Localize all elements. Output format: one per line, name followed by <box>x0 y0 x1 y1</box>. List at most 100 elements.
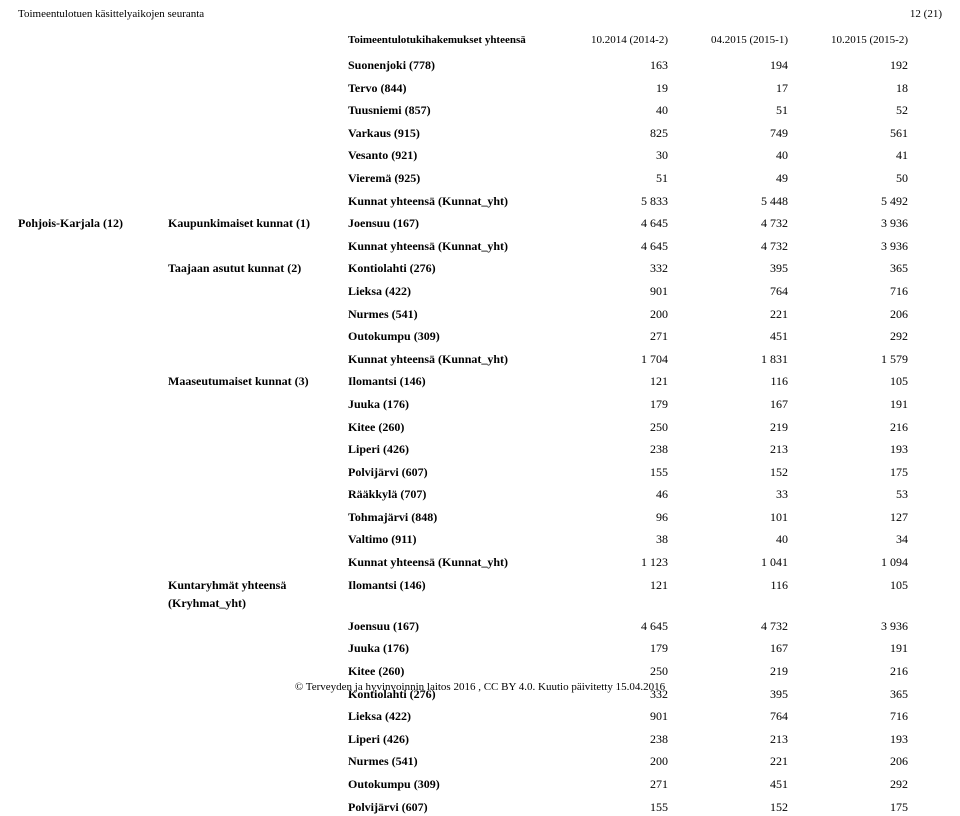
row-group <box>18 553 168 572</box>
table-row: Joensuu (167)4 6454 7323 936 <box>18 617 942 636</box>
row-value: 206 <box>788 752 908 771</box>
row-label: Ilomantsi (146) <box>348 372 548 391</box>
row-value: 219 <box>668 662 788 681</box>
row-group <box>18 730 168 749</box>
row-value: 365 <box>788 259 908 278</box>
row-value: 41 <box>788 146 908 165</box>
row-value: 1 123 <box>548 553 668 572</box>
row-value: 191 <box>788 395 908 414</box>
page-footer: © Terveyden ja hyvinvoinnin laitos 2016 … <box>0 681 960 693</box>
row-value: 395 <box>668 259 788 278</box>
row-value: 216 <box>788 662 908 681</box>
row-value: 175 <box>788 798 908 816</box>
row-label: Outokumpu (309) <box>348 775 548 794</box>
row-subgroup <box>168 463 348 482</box>
row-value: 18 <box>788 79 908 98</box>
row-value: 561 <box>788 124 908 143</box>
row-subgroup: Kaupunkimaiset kunnat (1) <box>168 214 348 233</box>
row-value: 96 <box>548 508 668 527</box>
row-value: 193 <box>788 440 908 459</box>
row-group <box>18 508 168 527</box>
row-value: 451 <box>668 775 788 794</box>
column-header-2: 04.2015 (2015-1) <box>668 34 788 46</box>
row-group <box>18 617 168 636</box>
table-row: Kuntaryhmät yhteensä (Kryhmat_yht)Iloman… <box>18 576 942 613</box>
row-label: Juuka (176) <box>348 395 548 414</box>
row-subgroup: Taajaan asutut kunnat (2) <box>168 259 348 278</box>
row-label: Tuusniemi (857) <box>348 101 548 120</box>
row-subgroup <box>168 124 348 143</box>
table-row: Kunnat yhteensä (Kunnat_yht)1 1231 0411 … <box>18 553 942 572</box>
row-value: 764 <box>668 282 788 301</box>
row-group <box>18 707 168 726</box>
row-label: Kitee (260) <box>348 662 548 681</box>
row-value: 3 936 <box>788 214 908 233</box>
row-value: 116 <box>668 576 788 613</box>
row-value: 193 <box>788 730 908 749</box>
row-label: Juuka (176) <box>348 639 548 658</box>
row-value: 51 <box>668 101 788 120</box>
row-group <box>18 440 168 459</box>
row-value: 192 <box>788 56 908 75</box>
row-group <box>18 576 168 613</box>
row-value: 292 <box>788 327 908 346</box>
row-group <box>18 259 168 278</box>
table-row: Kitee (260)250219216 <box>18 662 942 681</box>
row-value: 175 <box>788 463 908 482</box>
row-value: 216 <box>788 418 908 437</box>
row-value: 901 <box>548 707 668 726</box>
row-group <box>18 418 168 437</box>
row-value: 19 <box>548 79 668 98</box>
row-subgroup <box>168 798 348 816</box>
row-value: 1 579 <box>788 350 908 369</box>
row-group <box>18 327 168 346</box>
row-label: Rääkkylä (707) <box>348 485 548 504</box>
row-value: 40 <box>548 101 668 120</box>
row-subgroup: Kuntaryhmät yhteensä (Kryhmat_yht) <box>168 576 348 613</box>
table-row: Vieremä (925)514950 <box>18 169 942 188</box>
row-group <box>18 282 168 301</box>
row-subgroup <box>168 350 348 369</box>
row-value: 1 704 <box>548 350 668 369</box>
row-label: Liperi (426) <box>348 730 548 749</box>
row-value: 163 <box>548 56 668 75</box>
row-value: 105 <box>788 576 908 613</box>
row-subgroup <box>168 305 348 324</box>
row-group <box>18 79 168 98</box>
row-subgroup <box>168 56 348 75</box>
row-value: 4 645 <box>548 617 668 636</box>
row-value: 152 <box>668 798 788 816</box>
table-row: Tohmajärvi (848)96101127 <box>18 508 942 527</box>
table-body: Suonenjoki (778)163194192Tervo (844)1917… <box>18 56 942 816</box>
row-subgroup <box>168 79 348 98</box>
row-value: 101 <box>668 508 788 527</box>
row-label: Liperi (426) <box>348 440 548 459</box>
row-value: 4 732 <box>668 214 788 233</box>
table-row: Kunnat yhteensä (Kunnat_yht)1 7041 8311 … <box>18 350 942 369</box>
row-subgroup <box>168 485 348 504</box>
row-value: 179 <box>548 395 668 414</box>
row-group <box>18 237 168 256</box>
table-row: Liperi (426)238213193 <box>18 730 942 749</box>
header-spacer-subgroup <box>168 34 348 46</box>
row-label: Nurmes (541) <box>348 305 548 324</box>
row-value: 5 492 <box>788 192 908 211</box>
row-value: 51 <box>548 169 668 188</box>
row-subgroup <box>168 146 348 165</box>
row-subgroup <box>168 395 348 414</box>
row-group: Pohjois-Karjala (12) <box>18 214 168 233</box>
row-value: 121 <box>548 576 668 613</box>
row-value: 238 <box>548 440 668 459</box>
row-value: 50 <box>788 169 908 188</box>
row-value: 3 936 <box>788 237 908 256</box>
row-subgroup <box>168 440 348 459</box>
row-value: 219 <box>668 418 788 437</box>
table-row: Tuusniemi (857)405152 <box>18 101 942 120</box>
row-value: 152 <box>668 463 788 482</box>
row-value: 5 833 <box>548 192 668 211</box>
row-group <box>18 530 168 549</box>
table-row: Nurmes (541)200221206 <box>18 752 942 771</box>
table-row: Valtimo (911)384034 <box>18 530 942 549</box>
row-subgroup <box>168 617 348 636</box>
table-row: Taajaan asutut kunnat (2)Kontiolahti (27… <box>18 259 942 278</box>
